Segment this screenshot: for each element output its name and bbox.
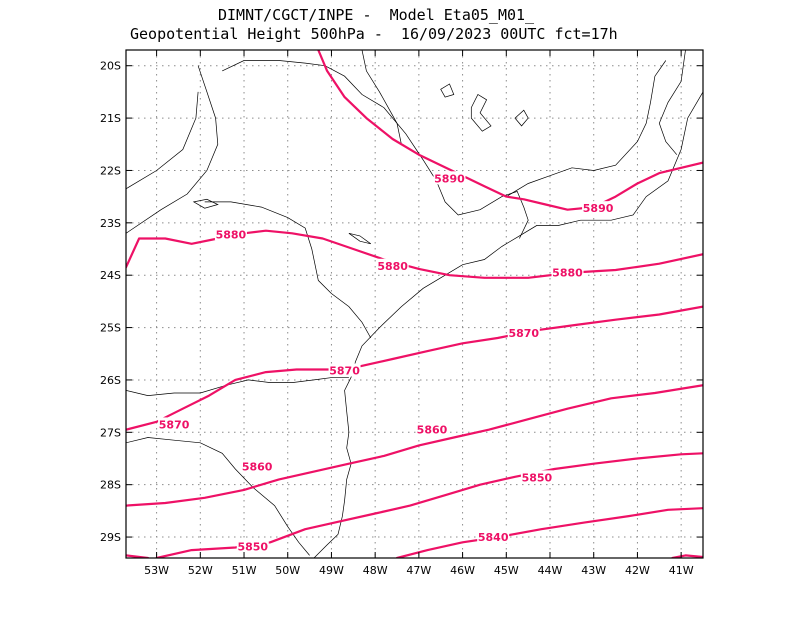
contour-label: 5880 [377, 260, 408, 273]
contour-label-bg [507, 325, 540, 339]
y-tick-label: 22S [100, 164, 121, 177]
contour-label-bg [415, 422, 448, 436]
x-tick-label: 48W [363, 564, 388, 577]
contour-label-bg [433, 171, 466, 185]
x-tick-label: 52W [188, 564, 213, 577]
y-tick-label: 20S [100, 60, 121, 73]
contour-label: 5880 [216, 228, 247, 241]
contour-label-bg [214, 227, 247, 241]
contour-line-5880 [126, 229, 703, 279]
x-tick-label: 44W [538, 564, 563, 577]
lake-outline [440, 83, 455, 98]
contour-label: 5890 [583, 202, 614, 215]
contour-label: 5860 [242, 460, 273, 473]
contour-label-bg [477, 530, 510, 544]
contour-line-5870 [126, 305, 703, 431]
map-frame [125, 49, 704, 559]
map-title: DIMNT/CGCT/INPE - Model Eta05_M01_ Geopo… [0, 0, 800, 50]
state-border [361, 50, 402, 145]
x-tick-label: 53W [144, 564, 169, 577]
state-border [126, 91, 199, 190]
coastline-segment [313, 534, 339, 558]
contour-label: 5860 [417, 424, 448, 437]
state-border [126, 376, 349, 396]
geopotential-contours [126, 50, 703, 558]
x-tick-label: 43W [581, 564, 606, 577]
y-tick-label: 24S [100, 269, 121, 282]
contour-label: 5870 [329, 365, 360, 378]
y-axis-ticks: 20S 21S 22S 23S 24S 25S 26S 27S 28S 29S [100, 60, 703, 544]
y-tick-label: 28S [100, 479, 121, 492]
contour-label: 5850 [522, 471, 553, 484]
lakes-reservoirs [192, 83, 529, 245]
y-tick-label: 21S [100, 112, 121, 125]
contour-label-bg [328, 363, 361, 377]
y-tick-label: 26S [100, 374, 121, 387]
contour-label-bg [582, 201, 615, 215]
y-tick-label: 27S [100, 426, 121, 439]
state-borders [126, 50, 686, 556]
x-axis-ticks: 53W 52W 51W 50W 49W 48W 47W 46W 45W 44W 43W 42W 41W [144, 50, 694, 577]
graticule [126, 50, 703, 558]
contour-label: 5890 [434, 172, 465, 185]
state-border [324, 65, 529, 239]
state-border [658, 50, 686, 155]
y-tick-label: 25S [100, 322, 121, 335]
x-tick-label: 42W [625, 564, 650, 577]
x-tick-label: 51W [232, 564, 257, 577]
contour-label-bg [241, 459, 274, 473]
coastline [313, 91, 703, 558]
contour-label-bg [376, 258, 409, 272]
contour-label-bg [158, 417, 191, 431]
state-border [506, 60, 667, 197]
title-line-2: Geopotential Height 500hPa - 16/09/2023 … [130, 25, 618, 43]
y-tick-label: 23S [100, 217, 121, 230]
contour-line-5890 [317, 50, 703, 211]
x-tick-label: 46W [450, 564, 475, 577]
contour-label: 5880 [552, 267, 583, 280]
contour-line-5860 [126, 384, 703, 507]
lake-outline [192, 198, 219, 209]
lake-outline [470, 94, 492, 132]
x-tick-label: 50W [275, 564, 300, 577]
contour-label-bg [520, 470, 553, 484]
state-border [126, 65, 219, 234]
coastline-segment [337, 91, 703, 535]
contour-label: 5870 [508, 327, 539, 340]
contour-label-bg [551, 265, 584, 279]
x-tick-label: 47W [406, 564, 431, 577]
state-border [204, 201, 372, 339]
contour-labels: 5890 5890 5880 5880 5880 5870 5870 5870 5860 5860… [158, 171, 615, 553]
title-line-1: DIMNT/CGCT/INPE - Model Eta05_M01_ [218, 6, 535, 24]
state-border [222, 60, 325, 72]
contour-line-5830 [671, 554, 703, 558]
x-tick-label: 41W [669, 564, 694, 577]
state-border [126, 437, 310, 556]
contour-line-5840 [395, 507, 703, 558]
lake-outline [514, 109, 529, 127]
contour-label: 5840 [478, 531, 509, 544]
x-tick-label: 49W [319, 564, 344, 577]
y-tick-label: 29S [100, 531, 121, 544]
contour-label-bg [236, 539, 269, 553]
lake-outline [348, 232, 372, 245]
x-tick-label: 45W [494, 564, 519, 577]
contour-label: 5870 [159, 418, 190, 431]
contour-label: 5850 [237, 540, 268, 553]
